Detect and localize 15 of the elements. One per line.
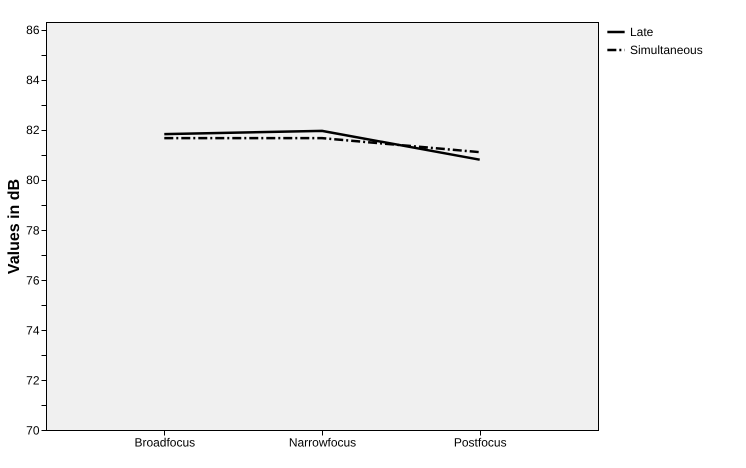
y-tick-label: 78	[26, 223, 40, 238]
y-tick-label: 80	[26, 173, 40, 188]
y-axis-title: Values in dB	[6, 178, 24, 274]
x-tick-label: Narrowfocus	[288, 436, 356, 450]
y-tick-label: 76	[26, 273, 40, 288]
x-tick-label: Broadfocus	[134, 436, 196, 450]
legend-label: Simultaneous	[630, 43, 703, 57]
legend-label: Late	[630, 25, 654, 39]
y-tick-label: 74	[26, 323, 40, 338]
y-tick-label: 82	[26, 123, 40, 138]
y-tick-label: 86	[26, 23, 40, 38]
x-tick-label: Postfocus	[454, 436, 507, 450]
y-tick-label: 70	[26, 424, 40, 438]
y-tick-label: 84	[26, 73, 40, 88]
y-tick-label: 72	[26, 373, 40, 388]
